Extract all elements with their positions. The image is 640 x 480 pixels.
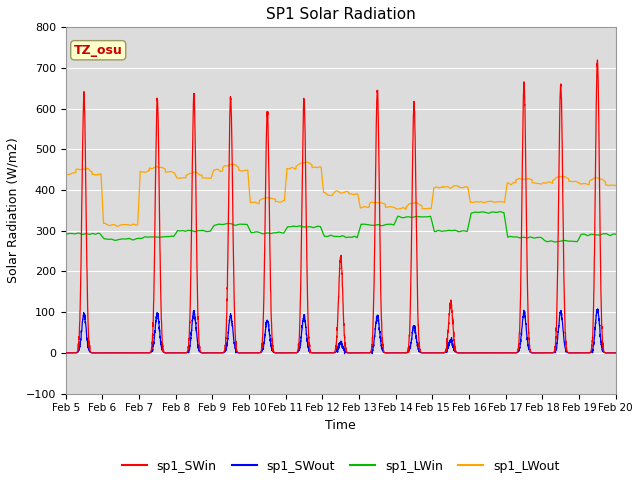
sp1_SWout <box>464 350 472 356</box>
sp1_LWin <box>611 231 619 237</box>
sp1_LWin <box>320 233 328 239</box>
sp1_LWout <box>321 190 328 195</box>
sp1_LWout <box>495 199 503 204</box>
sp1_SWin <box>306 350 314 356</box>
Line: sp1_LWin: sp1_LWin <box>65 212 616 242</box>
Line: sp1_SWout: sp1_SWout <box>65 309 616 354</box>
sp1_SWout <box>594 306 602 312</box>
sp1_LWin <box>464 226 472 231</box>
sp1_SWin <box>464 350 472 356</box>
sp1_SWout <box>320 350 328 356</box>
sp1_LWin <box>612 231 620 237</box>
Title: SP1 Solar Radiation: SP1 Solar Radiation <box>266 7 415 22</box>
sp1_LWout <box>611 182 619 188</box>
X-axis label: Time: Time <box>325 419 356 432</box>
sp1_SWin <box>593 57 601 63</box>
sp1_LWin <box>61 231 69 237</box>
sp1_SWout <box>612 350 620 356</box>
sp1_SWin <box>321 350 328 356</box>
sp1_SWin <box>612 350 620 356</box>
sp1_SWout <box>495 350 503 356</box>
sp1_LWin <box>551 239 559 245</box>
sp1_SWin <box>434 350 442 356</box>
sp1_LWin <box>496 209 504 215</box>
sp1_SWout <box>61 350 69 356</box>
sp1_LWout <box>434 184 442 190</box>
sp1_LWout <box>114 223 122 229</box>
sp1_LWout <box>303 159 310 165</box>
sp1_SWout <box>161 350 168 356</box>
sp1_SWin <box>161 349 168 355</box>
sp1_LWout <box>612 182 620 188</box>
sp1_LWin <box>433 228 441 234</box>
sp1_LWin <box>161 234 168 240</box>
sp1_LWout <box>464 186 472 192</box>
sp1_SWout <box>369 351 376 357</box>
sp1_SWout <box>611 350 619 356</box>
sp1_SWin <box>495 350 503 356</box>
Line: sp1_LWout: sp1_LWout <box>65 162 616 226</box>
sp1_LWout <box>161 166 168 171</box>
sp1_SWout <box>434 350 442 356</box>
sp1_SWin <box>611 350 619 356</box>
sp1_SWin <box>61 350 69 356</box>
Text: TZ_osu: TZ_osu <box>74 44 123 57</box>
Y-axis label: Solar Radiation (W/m2): Solar Radiation (W/m2) <box>7 138 20 283</box>
sp1_LWin <box>495 209 503 215</box>
Line: sp1_SWin: sp1_SWin <box>65 60 616 353</box>
sp1_LWout <box>61 172 69 178</box>
Legend: sp1_SWin, sp1_SWout, sp1_LWin, sp1_LWout: sp1_SWin, sp1_SWout, sp1_LWin, sp1_LWout <box>116 455 564 478</box>
